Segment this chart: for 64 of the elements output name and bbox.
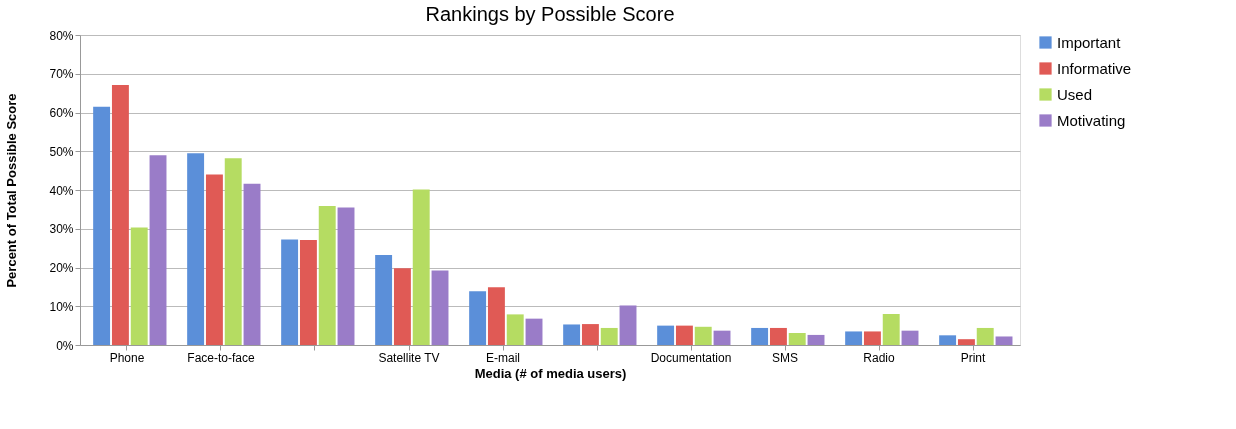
bar — [619, 305, 637, 345]
x-tick-label: Radio — [863, 350, 895, 365]
bar — [788, 332, 806, 345]
bar — [995, 336, 1013, 345]
bar — [976, 327, 994, 345]
bar — [130, 227, 148, 345]
legend-label: Important — [1057, 33, 1122, 51]
bar — [675, 325, 693, 345]
y-tick-label: 70% — [49, 67, 74, 82]
bar — [863, 331, 881, 345]
bar — [393, 268, 411, 345]
bar — [93, 106, 111, 345]
bar — [469, 291, 487, 345]
bar — [299, 239, 317, 345]
x-tick-label: Print — [960, 350, 986, 365]
bar — [694, 326, 712, 345]
bar — [187, 153, 205, 345]
legend-label: Used — [1057, 85, 1093, 103]
bar — [581, 324, 599, 345]
bar — [939, 335, 957, 345]
y-tick-label: 0% — [56, 338, 74, 353]
bar — [957, 339, 975, 345]
bar — [375, 255, 393, 345]
y-tick-label: 30% — [49, 222, 74, 237]
y-axis-title: Percent of Total Possible Score — [4, 93, 20, 288]
bar — [318, 205, 336, 345]
x-tick-label: Documentation — [650, 350, 732, 365]
legend-label: Motivating — [1057, 111, 1126, 129]
bar — [525, 318, 543, 345]
x-tick-label: E-mail — [485, 350, 521, 365]
bar — [412, 189, 430, 345]
y-tick-label: 10% — [49, 299, 74, 314]
x-tick-label: Satellite TV — [378, 350, 440, 365]
x-axis-title: Media (# of media users) — [474, 365, 627, 381]
bar — [882, 314, 900, 345]
y-tick-label: 60% — [49, 106, 74, 120]
bar — [281, 239, 299, 345]
x-tick-label: Phone — [109, 350, 145, 365]
bar — [845, 331, 863, 345]
bar — [205, 174, 223, 345]
x-tick-label: SMS — [771, 350, 799, 365]
bar — [149, 155, 167, 345]
bar — [224, 158, 242, 345]
y-tick-label: 80% — [49, 28, 74, 43]
legend-label: Informative — [1057, 59, 1132, 77]
bar — [751, 327, 769, 345]
bar — [713, 330, 731, 345]
bar — [769, 327, 787, 345]
bar — [243, 183, 261, 345]
y-tick-label: 50% — [49, 144, 74, 159]
bar — [431, 270, 449, 345]
y-tick-label: 20% — [49, 261, 74, 275]
bar — [506, 314, 524, 345]
bar — [657, 325, 675, 345]
bar — [337, 207, 355, 345]
y-tick-label: 40% — [49, 183, 74, 198]
bar — [600, 327, 618, 345]
x-tick-label: Face-to-face — [187, 350, 256, 365]
bar — [807, 334, 825, 345]
chart-title: Rankings by Possible Score — [425, 3, 675, 25]
bar — [111, 84, 129, 345]
bar — [563, 324, 581, 345]
bar — [487, 287, 505, 345]
bar — [901, 330, 919, 345]
